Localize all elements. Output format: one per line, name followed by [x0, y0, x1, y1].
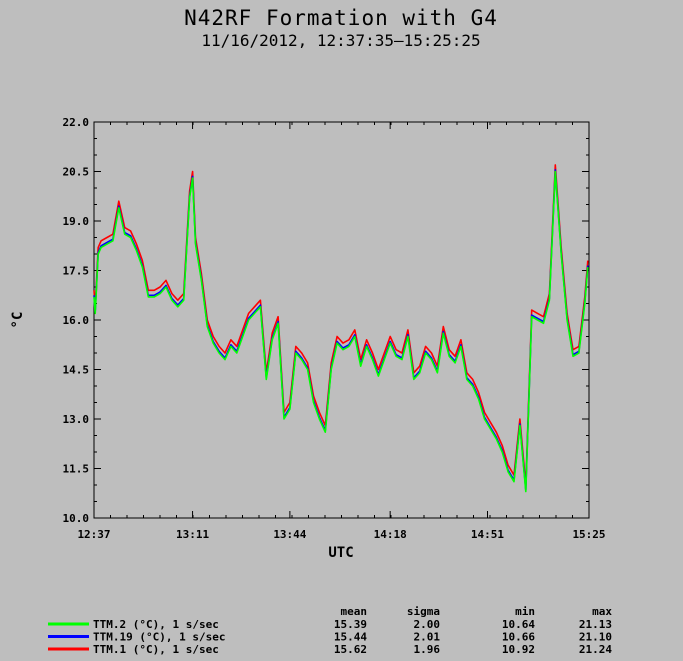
- stats-header: mean: [341, 605, 368, 618]
- y-tick-label: 20.5: [63, 166, 90, 179]
- series-lines: [93, 164, 589, 493]
- stats-header: min: [515, 605, 535, 618]
- x-axis-label: UTC: [328, 545, 353, 561]
- series-line: [93, 164, 589, 486]
- y-tick-label: 13.0: [63, 413, 90, 426]
- legend: mean sigma min max TTM.2 (°C), 1 s/sec 15.39 2…: [48, 605, 612, 656]
- stats-value: 15.39: [334, 618, 367, 631]
- stats-value: 15.62: [334, 643, 367, 656]
- stats-value: 2.00: [414, 618, 441, 631]
- stats-value: 21.10: [579, 631, 612, 644]
- y-axis-label: °C: [10, 312, 26, 329]
- stats-value: 2.01: [414, 631, 441, 644]
- legend-label: TTM.2 (°C), 1 s/sec: [93, 618, 219, 631]
- y-tick-label: 22.0: [63, 116, 90, 129]
- stats-value: 10.92: [502, 643, 535, 656]
- series-line: [93, 170, 589, 493]
- x-tick-label: 14:18: [374, 528, 407, 541]
- stats-header: sigma: [407, 605, 440, 618]
- x-tick-label: 13:11: [176, 528, 209, 541]
- y-tick-label: 14.5: [63, 364, 90, 377]
- x-tick-label: 14:51: [471, 528, 504, 541]
- x-tick-label: 13:44: [273, 528, 306, 541]
- x-axis: 12:37 13:11 13:44 14:18 14:51 15:25: [77, 122, 606, 541]
- y-tick-label: 11.5: [63, 463, 90, 476]
- x-tick-label: 12:37: [77, 528, 110, 541]
- plot-frame: [93, 121, 590, 519]
- stats-header: max: [592, 605, 612, 618]
- stats-value: 21.13: [579, 618, 612, 631]
- y-tick-label: 16.0: [63, 314, 90, 327]
- stats-value: 10.66: [502, 631, 535, 644]
- stats-value: 15.44: [334, 631, 367, 644]
- stats-value: 10.64: [502, 618, 535, 631]
- chart-subtitle: 11/16/2012, 12:37:35–15:25:25: [201, 31, 480, 50]
- chart-title: N42RF Formation with G4: [184, 6, 498, 30]
- stats-value: 1.96: [414, 643, 441, 656]
- stats-value: 21.24: [579, 643, 612, 656]
- legend-label: TTM.1 (°C), 1 s/sec: [93, 643, 219, 656]
- y-tick-label: 10.0: [63, 512, 90, 525]
- y-tick-label: 17.5: [63, 265, 90, 278]
- x-tick-label: 15:25: [572, 528, 605, 541]
- y-axis: 10.0 11.5 13.0 14.5 16.0 17.5 19.0 20.5 22.0: [63, 116, 589, 525]
- y-tick-label: 19.0: [63, 215, 90, 228]
- legend-label: TTM.19 (°C), 1 s/sec: [93, 631, 225, 644]
- series-line: [93, 169, 589, 491]
